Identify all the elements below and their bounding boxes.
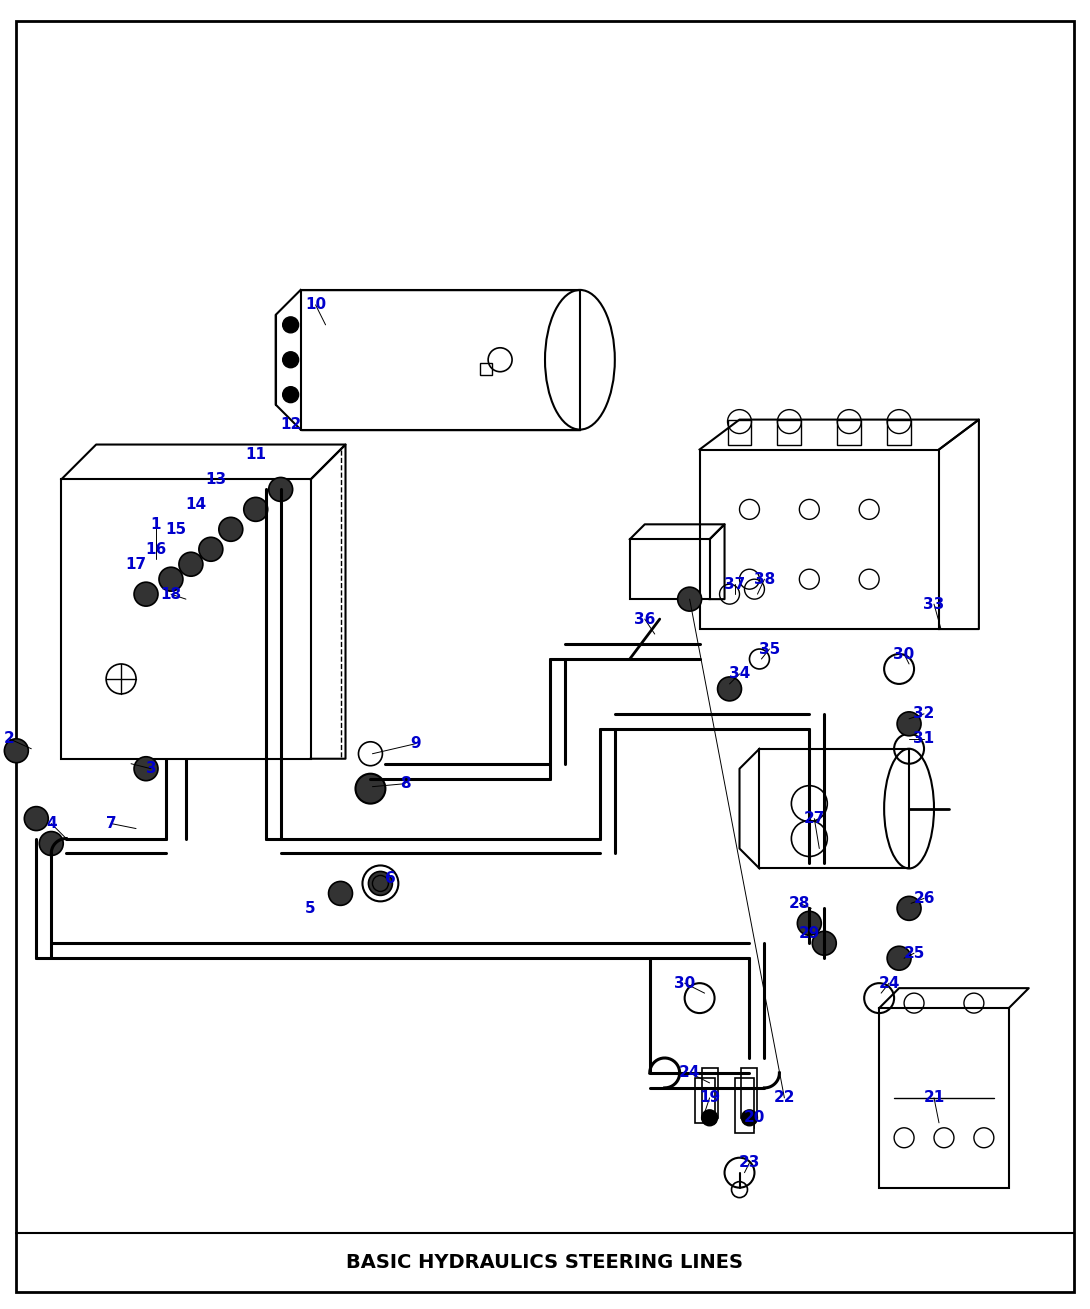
Circle shape [897, 712, 921, 736]
Circle shape [702, 1110, 717, 1126]
Circle shape [328, 881, 352, 906]
Text: 1: 1 [150, 517, 161, 531]
Circle shape [282, 317, 299, 332]
Bar [694, 1077, 715, 1123]
Text: 22: 22 [774, 1090, 795, 1105]
Text: 23: 23 [739, 1156, 760, 1170]
Circle shape [897, 897, 921, 920]
Text: 30: 30 [894, 647, 915, 661]
Circle shape [717, 677, 741, 700]
Text: 12: 12 [280, 418, 301, 432]
Text: 33: 33 [923, 597, 945, 611]
Text: 19: 19 [699, 1090, 720, 1105]
Circle shape [179, 552, 203, 576]
Circle shape [198, 537, 222, 562]
Text: 31: 31 [913, 732, 934, 746]
Text: BASIC HYDRAULICS STEERING LINES: BASIC HYDRAULICS STEERING LINES [347, 1253, 743, 1272]
Text: 10: 10 [305, 297, 326, 313]
Bar [61, 479, 311, 759]
Text: 3: 3 [146, 762, 156, 776]
Text: 24: 24 [879, 975, 900, 991]
Bar [301, 289, 580, 429]
Text: 28: 28 [789, 895, 810, 911]
Bar [880, 1008, 1009, 1187]
Circle shape [812, 931, 836, 956]
Text: 37: 37 [724, 577, 746, 592]
Bar [760, 749, 909, 868]
Circle shape [269, 478, 292, 501]
Text: 26: 26 [913, 891, 935, 906]
Text: 36: 36 [634, 611, 655, 627]
Bar [887, 420, 911, 445]
Text: 8: 8 [400, 776, 411, 791]
Circle shape [282, 386, 299, 403]
Text: 6: 6 [385, 870, 396, 886]
Circle shape [39, 831, 63, 856]
Bar [702, 1068, 717, 1118]
Circle shape [741, 1110, 758, 1126]
Circle shape [798, 911, 821, 936]
Circle shape [134, 757, 158, 780]
Text: 27: 27 [803, 812, 825, 826]
Circle shape [355, 774, 386, 804]
Text: 16: 16 [145, 542, 167, 556]
Text: 29: 29 [799, 925, 820, 941]
Text: 7: 7 [106, 816, 117, 831]
Circle shape [4, 738, 28, 763]
Text: 20: 20 [743, 1110, 765, 1126]
Bar [481, 363, 493, 374]
Text: 17: 17 [125, 556, 147, 572]
Text: 25: 25 [904, 945, 924, 961]
Text: 13: 13 [205, 473, 227, 487]
Bar [630, 539, 710, 600]
Circle shape [368, 872, 392, 895]
Circle shape [159, 567, 183, 592]
Bar [700, 449, 938, 630]
Circle shape [887, 946, 911, 970]
Text: 9: 9 [410, 736, 421, 751]
Text: 4: 4 [46, 816, 57, 831]
Text: 38: 38 [754, 572, 775, 586]
Text: 11: 11 [245, 446, 266, 462]
Bar [741, 1068, 758, 1118]
Text: 32: 32 [913, 707, 935, 721]
Text: 35: 35 [759, 641, 780, 657]
Text: 5: 5 [305, 901, 316, 916]
Circle shape [134, 583, 158, 606]
Text: 14: 14 [185, 497, 206, 512]
Circle shape [24, 806, 48, 830]
Text: 15: 15 [166, 522, 186, 537]
Bar [735, 1077, 754, 1132]
Circle shape [282, 352, 299, 368]
Circle shape [219, 517, 243, 542]
Circle shape [678, 588, 702, 611]
Bar [777, 420, 801, 445]
Text: 24: 24 [679, 1066, 700, 1080]
Bar [837, 420, 861, 445]
Text: 34: 34 [729, 666, 750, 682]
Circle shape [244, 497, 268, 521]
Text: 30: 30 [674, 975, 695, 991]
Bar [727, 420, 751, 445]
Text: 21: 21 [923, 1090, 945, 1105]
Text: 2: 2 [4, 732, 15, 746]
Text: 18: 18 [160, 586, 182, 602]
